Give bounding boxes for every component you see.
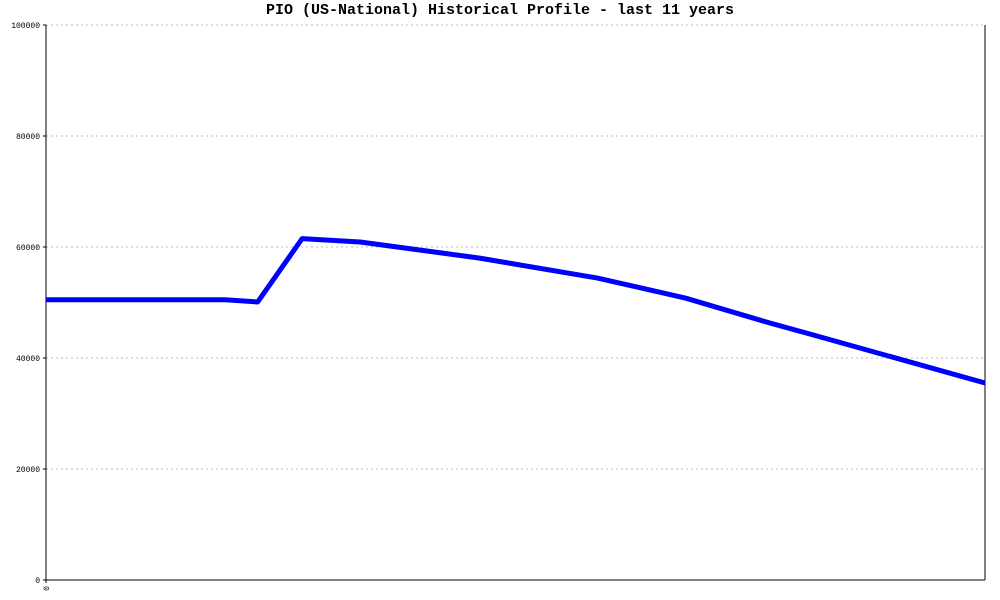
- y-tick-label: 100000: [11, 22, 40, 31]
- data-line: [46, 236, 986, 386]
- y-tick-label: 40000: [16, 355, 40, 364]
- chart-title: PIO (US-National) Historical Profile - l…: [266, 2, 734, 19]
- y-tick-label: 0: [35, 577, 40, 586]
- y-tick-label: 80000: [16, 133, 40, 142]
- x-tick-label: 0: [43, 586, 52, 591]
- y-tick-label: 20000: [16, 466, 40, 475]
- y-tick-label: 60000: [16, 244, 40, 253]
